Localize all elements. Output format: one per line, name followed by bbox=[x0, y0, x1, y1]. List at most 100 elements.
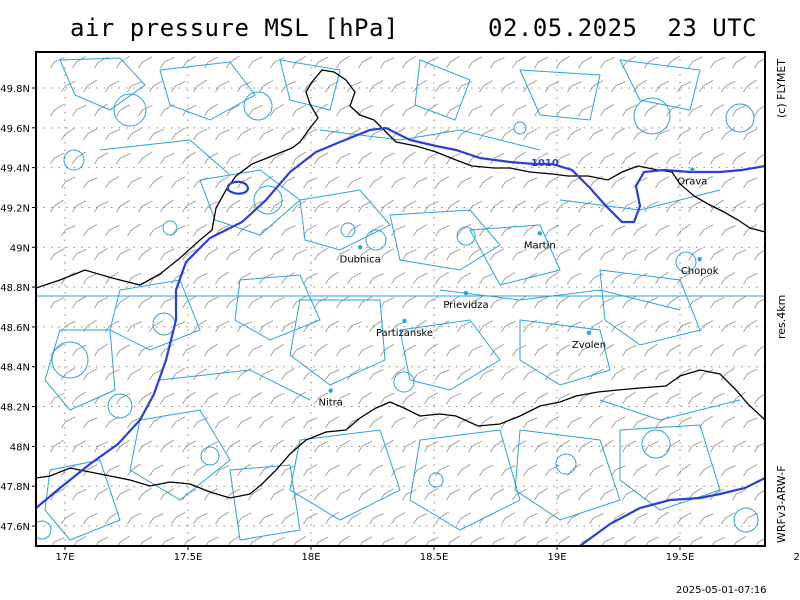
wind-barb bbox=[105, 464, 120, 477]
wind-barb bbox=[226, 393, 241, 405]
wind-barb bbox=[391, 176, 406, 189]
wind-barb bbox=[50, 439, 64, 453]
wind-barb bbox=[490, 199, 504, 213]
wind-barb bbox=[138, 440, 153, 453]
wind-barb bbox=[633, 128, 648, 141]
wind-barb bbox=[435, 320, 450, 333]
wind-barb bbox=[160, 297, 175, 309]
lat-tick-label: 48.8N bbox=[0, 283, 30, 294]
wind-barb bbox=[567, 223, 581, 237]
latitude-axis: 49.8N 49.6N 49.4N 49.2N 49N 48.8N 48.6N 48.4N 48… bbox=[0, 84, 36, 533]
wind-barb bbox=[688, 391, 703, 405]
wind-barb bbox=[490, 103, 505, 117]
wind-barb bbox=[413, 79, 427, 93]
wind-barb bbox=[248, 105, 263, 117]
city-marker bbox=[463, 290, 469, 296]
wind-barb bbox=[149, 464, 164, 477]
wind-barb bbox=[578, 200, 593, 213]
wind-barb bbox=[633, 464, 648, 477]
wind-barb bbox=[391, 512, 406, 525]
wind-barb bbox=[501, 127, 515, 141]
wind-barb bbox=[589, 513, 604, 525]
wind-barb bbox=[380, 392, 395, 405]
wind-barb bbox=[215, 176, 230, 189]
wind-barb bbox=[457, 128, 472, 141]
wind-barb bbox=[237, 81, 252, 93]
wind-barb bbox=[271, 537, 285, 546]
wind-barb bbox=[358, 345, 373, 357]
wind-barb bbox=[347, 321, 362, 333]
wind-barb bbox=[281, 272, 296, 285]
wind-barb bbox=[358, 200, 373, 213]
wind-barb bbox=[83, 177, 98, 189]
wind-barb bbox=[611, 225, 626, 237]
wind-barb bbox=[270, 103, 285, 117]
wind-barb bbox=[391, 272, 406, 285]
wind-barb bbox=[347, 223, 361, 237]
wind-barb bbox=[138, 105, 153, 117]
wind-barb bbox=[611, 320, 626, 333]
wind-barb bbox=[336, 153, 351, 165]
wind-barb bbox=[149, 128, 164, 141]
wind-barb bbox=[117, 535, 130, 546]
wind-barb bbox=[633, 319, 647, 333]
wind-barb bbox=[72, 295, 87, 309]
wind-barb bbox=[160, 199, 174, 213]
wind-barb bbox=[402, 151, 416, 165]
wind-barb bbox=[545, 176, 560, 189]
wind-barb bbox=[248, 151, 263, 165]
wind-barb bbox=[754, 58, 765, 69]
wind-barb bbox=[127, 223, 141, 237]
wind-barb bbox=[259, 415, 273, 429]
wind-barb bbox=[83, 224, 98, 237]
wind-barb bbox=[622, 440, 637, 453]
wind-barb bbox=[743, 272, 758, 285]
wind-barb bbox=[501, 176, 516, 189]
wind-barb bbox=[600, 152, 615, 165]
wind-barb bbox=[325, 511, 339, 525]
wind-barb bbox=[182, 104, 197, 117]
wind-barb bbox=[403, 535, 417, 546]
wind-barb bbox=[644, 152, 659, 165]
wind-barb bbox=[226, 199, 241, 213]
wind-barb bbox=[501, 320, 516, 333]
wind-barb bbox=[435, 464, 450, 477]
wind-barb bbox=[457, 81, 472, 93]
wind-barb bbox=[413, 224, 428, 237]
wind-barb bbox=[446, 199, 461, 213]
wind-barb bbox=[303, 512, 318, 525]
wind-barb bbox=[622, 489, 637, 501]
wind-barb bbox=[600, 343, 615, 357]
wind-barb bbox=[171, 80, 186, 93]
wind-barb bbox=[589, 368, 604, 381]
wind-barb bbox=[336, 439, 351, 453]
wind-barb bbox=[545, 369, 560, 381]
generated-timestamp: 2025-05-01-07:16 bbox=[676, 585, 767, 596]
wind-barb bbox=[677, 368, 692, 381]
wind-barb bbox=[446, 55, 460, 69]
wind-barb bbox=[435, 129, 450, 141]
wind-barb bbox=[292, 55, 307, 69]
wind-barb bbox=[127, 463, 141, 477]
wind-barb bbox=[435, 369, 450, 381]
wind-barb bbox=[248, 391, 263, 405]
wind-barb bbox=[699, 273, 714, 285]
city-label: Zvolen bbox=[572, 340, 606, 351]
wind-barb bbox=[161, 537, 175, 546]
wind-barb bbox=[644, 392, 659, 405]
wind-barb bbox=[446, 488, 461, 501]
wind-barb bbox=[457, 272, 472, 285]
lat-tick-label: 47.6N bbox=[0, 522, 30, 533]
wind-barb bbox=[292, 200, 307, 213]
wind-barb bbox=[270, 488, 285, 501]
lat-tick-label: 48.4N bbox=[0, 363, 30, 374]
wind-barb bbox=[468, 391, 483, 405]
wind-barb bbox=[435, 224, 450, 237]
lon-tick-label: 18E bbox=[301, 552, 320, 563]
wind-barb bbox=[94, 247, 109, 261]
lon-tick-label: 19E bbox=[547, 552, 566, 563]
wind-barb bbox=[567, 128, 582, 141]
lat-tick-label: 48N bbox=[10, 442, 30, 453]
wind-barb bbox=[270, 343, 285, 357]
lat-tick-label: 48.6N bbox=[0, 323, 30, 334]
